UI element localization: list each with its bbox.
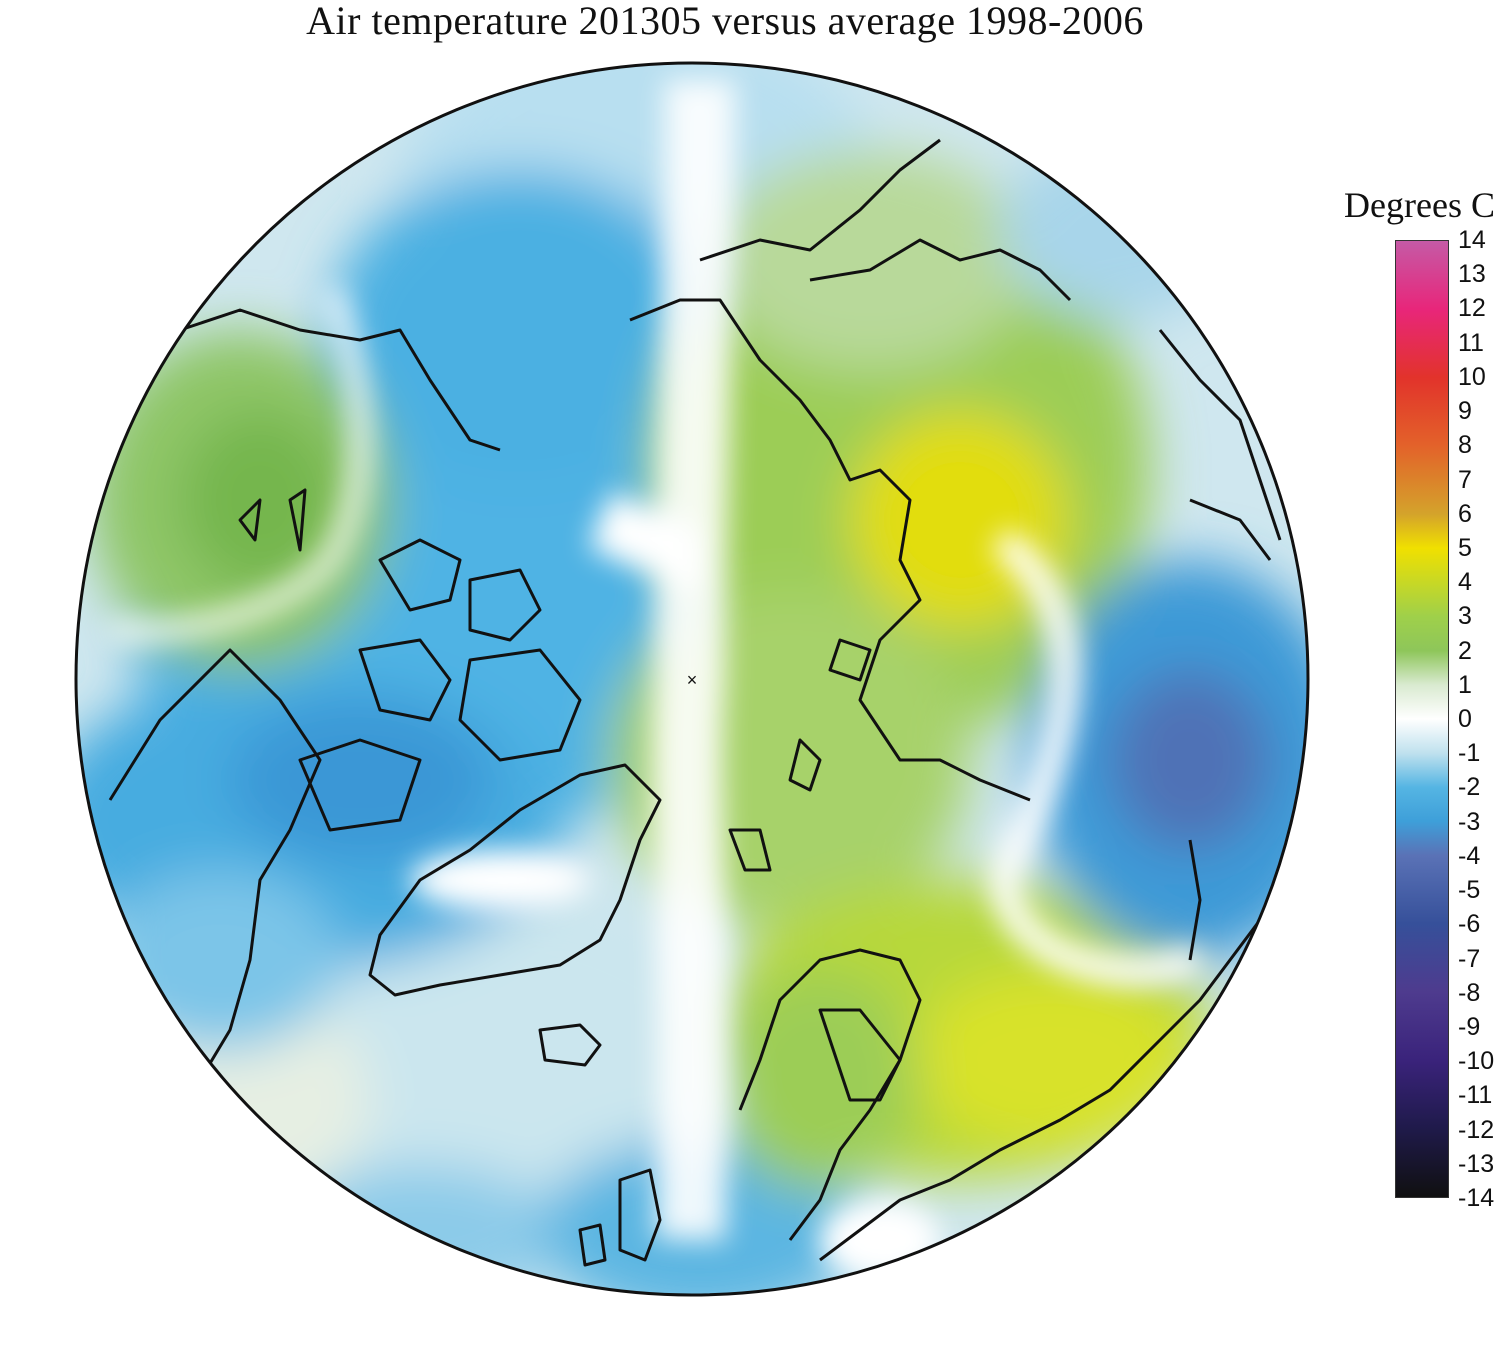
scale-tick-label: -2 — [1458, 773, 1481, 802]
scale-tick-label: -14 — [1458, 1184, 1495, 1212]
scale-tick-label: 9 — [1458, 397, 1472, 426]
map-title: Air temperature 201305 versus average 19… — [306, 0, 1144, 43]
color-scale-ticks: 14 13 12 11 10 9 8 7 6 5 4 3 2 1 0 -1 -2 -3 -4 -5 -6 -7 -8 -9 -1… — [1458, 227, 1500, 1212]
legend-title: Degrees C — [1344, 185, 1495, 225]
scale-tick-label: -10 — [1458, 1047, 1495, 1076]
scale-tick-label: 8 — [1458, 431, 1472, 460]
scale-tick-label: 10 — [1458, 362, 1486, 391]
scale-tick-label: 4 — [1458, 568, 1472, 597]
scale-tick-label: 1 — [1458, 670, 1472, 699]
scale-tick-label: 11 — [1458, 328, 1484, 357]
scale-tick-label: 5 — [1458, 533, 1472, 562]
scale-tick-label: -3 — [1458, 807, 1481, 836]
scale-tick-label: -9 — [1458, 1012, 1481, 1041]
scale-tick-label: -6 — [1458, 910, 1481, 939]
north-pole-marker: × — [687, 670, 698, 690]
scale-tick-label: -11 — [1458, 1081, 1493, 1110]
scale-tick-label: 0 — [1458, 705, 1472, 733]
scale-tick-label: -12 — [1458, 1115, 1495, 1144]
scale-tick-label: 6 — [1458, 499, 1472, 528]
scale-tick-label: 14 — [1458, 226, 1486, 254]
scale-tick-label: 13 — [1458, 260, 1486, 289]
color-scale-bar — [1395, 240, 1449, 1198]
scale-tick-label: 12 — [1458, 294, 1486, 323]
scale-tick-label: 7 — [1458, 465, 1472, 494]
scale-tick-label: 3 — [1458, 602, 1472, 631]
temperature-field — [76, 63, 1308, 1295]
land-outlines — [108, 138, 1292, 1267]
scale-tick-label: -4 — [1458, 841, 1481, 870]
scale-tick-label: -1 — [1458, 739, 1481, 768]
scale-tick-label: -8 — [1458, 978, 1481, 1007]
scale-tick-label: -5 — [1458, 876, 1481, 905]
scale-tick-label: 2 — [1458, 636, 1472, 665]
map-disk-outline — [74, 61, 1310, 1297]
scale-tick-label: -7 — [1458, 944, 1481, 973]
scale-tick-label: -13 — [1458, 1149, 1495, 1178]
